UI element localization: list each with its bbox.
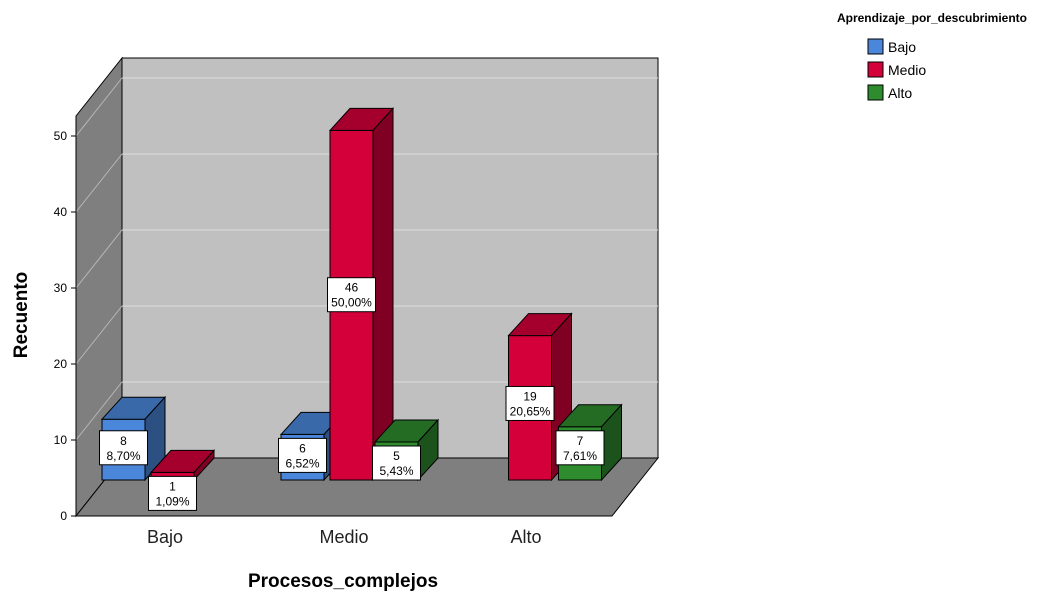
data-label-percent: 1,09% [155,494,189,508]
data-label-box [278,437,327,473]
y-tick-label: 40 [54,205,68,219]
legend-entry: Medio [888,62,926,78]
legend: Aprendizaje_por_descubrimiento Bajo Medio… [837,11,1027,101]
data-label-box [372,445,421,481]
data-label-box [327,277,376,313]
y-tick-label: 50 [54,129,68,143]
x-category-label: Bajo [147,527,183,547]
data-label-count: 1 [169,479,176,493]
bar-alto-alto: 77,61% [555,403,623,482]
legend-title: Aprendizaje_por_descubrimiento [837,11,1027,25]
gridline-side [75,77,123,137]
legend-swatch [867,84,884,101]
legend-swatch [867,61,884,78]
y-tick-label: 20 [54,357,68,371]
y-axis-title: Recuento [11,272,32,359]
gridline-side [75,153,123,213]
data-label-percent: 8,70% [106,449,140,463]
x-axis-title: Procesos_complejos [248,571,438,592]
data-label: 55,43% [372,445,421,481]
y-tick-label: 0 [60,509,67,523]
data-label-count: 6 [299,441,306,455]
x-axis-categories: Bajo Medio Alto [147,527,542,547]
data-label-count: 46 [345,281,359,295]
data-label-percent: 20,65% [510,404,551,418]
data-label: 66,52% [278,437,327,473]
bar-bajo-medio: 11,09% [148,449,216,511]
x-category-label: Alto [510,527,541,547]
gridline-side [75,305,123,365]
data-label-percent: 50,00% [331,296,372,310]
data-label-count: 8 [120,434,127,448]
gridline-side [75,381,123,441]
y-tick-label: 30 [54,281,68,295]
y-axis-ticks: 0 10 20 30 40 50 [54,129,76,523]
legend-swatch [867,38,884,55]
bar-bajo-bajo: 88,70% [99,395,167,482]
data-label-box [505,385,555,421]
data-label: 11,09% [148,475,197,511]
data-label-box [148,475,197,511]
data-label: 77,61% [555,430,605,466]
legend-entry: Bajo [888,39,916,55]
gridline-side [75,229,123,289]
data-label-count: 5 [393,449,400,463]
data-label-count: 19 [523,389,537,403]
data-label-count: 7 [577,434,584,448]
data-label-percent: 6,52% [285,456,319,470]
x-category-label: Medio [319,527,368,547]
bars: 88,70%11,09%66,52%4650,00%55,43%1920,65%… [99,107,623,511]
data-label-box [555,430,605,466]
data-label-percent: 7,61% [563,449,597,463]
data-label-percent: 5,43% [379,464,413,478]
bar-medio-alto: 55,43% [372,418,440,482]
legend-entry: Alto [888,85,912,101]
data-label: 88,70% [99,430,148,466]
y-tick-label: 10 [54,433,68,447]
data-label-box [99,430,148,466]
